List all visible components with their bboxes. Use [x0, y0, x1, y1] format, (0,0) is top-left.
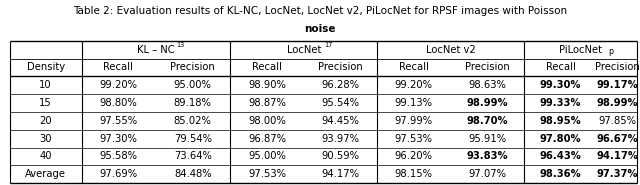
Text: 98.80%: 98.80%	[100, 98, 138, 108]
Text: p: p	[609, 47, 614, 55]
Text: 97.37%: 97.37%	[596, 169, 638, 179]
Text: 95.91%: 95.91%	[468, 134, 506, 144]
Text: Precision: Precision	[465, 62, 509, 72]
Text: 97.85%: 97.85%	[598, 116, 636, 126]
Text: 95.58%: 95.58%	[99, 152, 138, 162]
Text: Recall: Recall	[399, 62, 429, 72]
Text: 90.59%: 90.59%	[321, 152, 360, 162]
Text: 99.20%: 99.20%	[99, 80, 138, 90]
Text: 98.87%: 98.87%	[248, 98, 286, 108]
Text: 84.48%: 84.48%	[174, 169, 212, 179]
Text: 97.53%: 97.53%	[395, 134, 433, 144]
Text: 10: 10	[39, 80, 52, 90]
Text: Recall: Recall	[252, 62, 282, 72]
Text: 98.36%: 98.36%	[540, 169, 582, 179]
Text: 96.20%: 96.20%	[395, 152, 433, 162]
Text: 97.69%: 97.69%	[99, 169, 138, 179]
Text: 96.43%: 96.43%	[540, 152, 582, 162]
Text: 94.45%: 94.45%	[321, 116, 360, 126]
Text: 13: 13	[176, 42, 184, 48]
Text: 98.99%: 98.99%	[467, 98, 508, 108]
Text: 97.30%: 97.30%	[99, 134, 138, 144]
Text: 98.63%: 98.63%	[468, 80, 506, 90]
Text: 98.95%: 98.95%	[540, 116, 582, 126]
Text: Recall: Recall	[104, 62, 133, 72]
Text: 97.55%: 97.55%	[99, 116, 138, 126]
Text: 98.70%: 98.70%	[467, 116, 508, 126]
Text: 15: 15	[39, 98, 52, 108]
Text: 94.17%: 94.17%	[321, 169, 360, 179]
Text: 97.99%: 97.99%	[395, 116, 433, 126]
Text: 98.15%: 98.15%	[395, 169, 433, 179]
Text: Precision: Precision	[318, 62, 363, 72]
Text: 95.00%: 95.00%	[174, 80, 212, 90]
Text: 98.90%: 98.90%	[248, 80, 286, 90]
Text: 30: 30	[40, 134, 52, 144]
Text: 93.83%: 93.83%	[467, 152, 508, 162]
Text: PiLocNet: PiLocNet	[559, 45, 602, 55]
Text: 98.00%: 98.00%	[248, 116, 286, 126]
Text: 96.67%: 96.67%	[596, 134, 638, 144]
Text: 99.30%: 99.30%	[540, 80, 581, 90]
Text: 95.00%: 95.00%	[248, 152, 286, 162]
Text: 93.97%: 93.97%	[321, 134, 360, 144]
Text: 96.87%: 96.87%	[248, 134, 286, 144]
Text: 99.13%: 99.13%	[395, 98, 433, 108]
Text: 89.18%: 89.18%	[174, 98, 212, 108]
Text: Table 2: Evaluation results of KL-NC, LocNet, LocNet v2, PiLocNet for RPSF image: Table 2: Evaluation results of KL-NC, Lo…	[73, 6, 567, 16]
Text: 97.80%: 97.80%	[540, 134, 581, 144]
Text: Precision: Precision	[170, 62, 215, 72]
Text: 94.17%: 94.17%	[596, 152, 638, 162]
Text: LocNet: LocNet	[287, 45, 321, 55]
Text: 99.33%: 99.33%	[540, 98, 581, 108]
Text: KL – NC: KL – NC	[137, 45, 175, 55]
Text: 85.02%: 85.02%	[174, 116, 212, 126]
Text: 73.64%: 73.64%	[174, 152, 212, 162]
Text: 98.99%: 98.99%	[596, 98, 638, 108]
Text: Density: Density	[27, 62, 65, 72]
Text: Recall: Recall	[546, 62, 575, 72]
Text: noise: noise	[304, 24, 336, 34]
Text: Precision: Precision	[595, 62, 639, 72]
Text: 96.28%: 96.28%	[321, 80, 360, 90]
Text: 97.07%: 97.07%	[468, 169, 506, 179]
Text: 79.54%: 79.54%	[173, 134, 212, 144]
Text: 95.54%: 95.54%	[321, 98, 360, 108]
Text: Average: Average	[25, 169, 66, 179]
Text: 99.17%: 99.17%	[596, 80, 638, 90]
Text: 40: 40	[40, 152, 52, 162]
Text: 20: 20	[39, 116, 52, 126]
Text: LocNet v2: LocNet v2	[426, 45, 476, 55]
Text: 97.53%: 97.53%	[248, 169, 286, 179]
Text: 99.20%: 99.20%	[395, 80, 433, 90]
Text: 17: 17	[324, 42, 332, 48]
